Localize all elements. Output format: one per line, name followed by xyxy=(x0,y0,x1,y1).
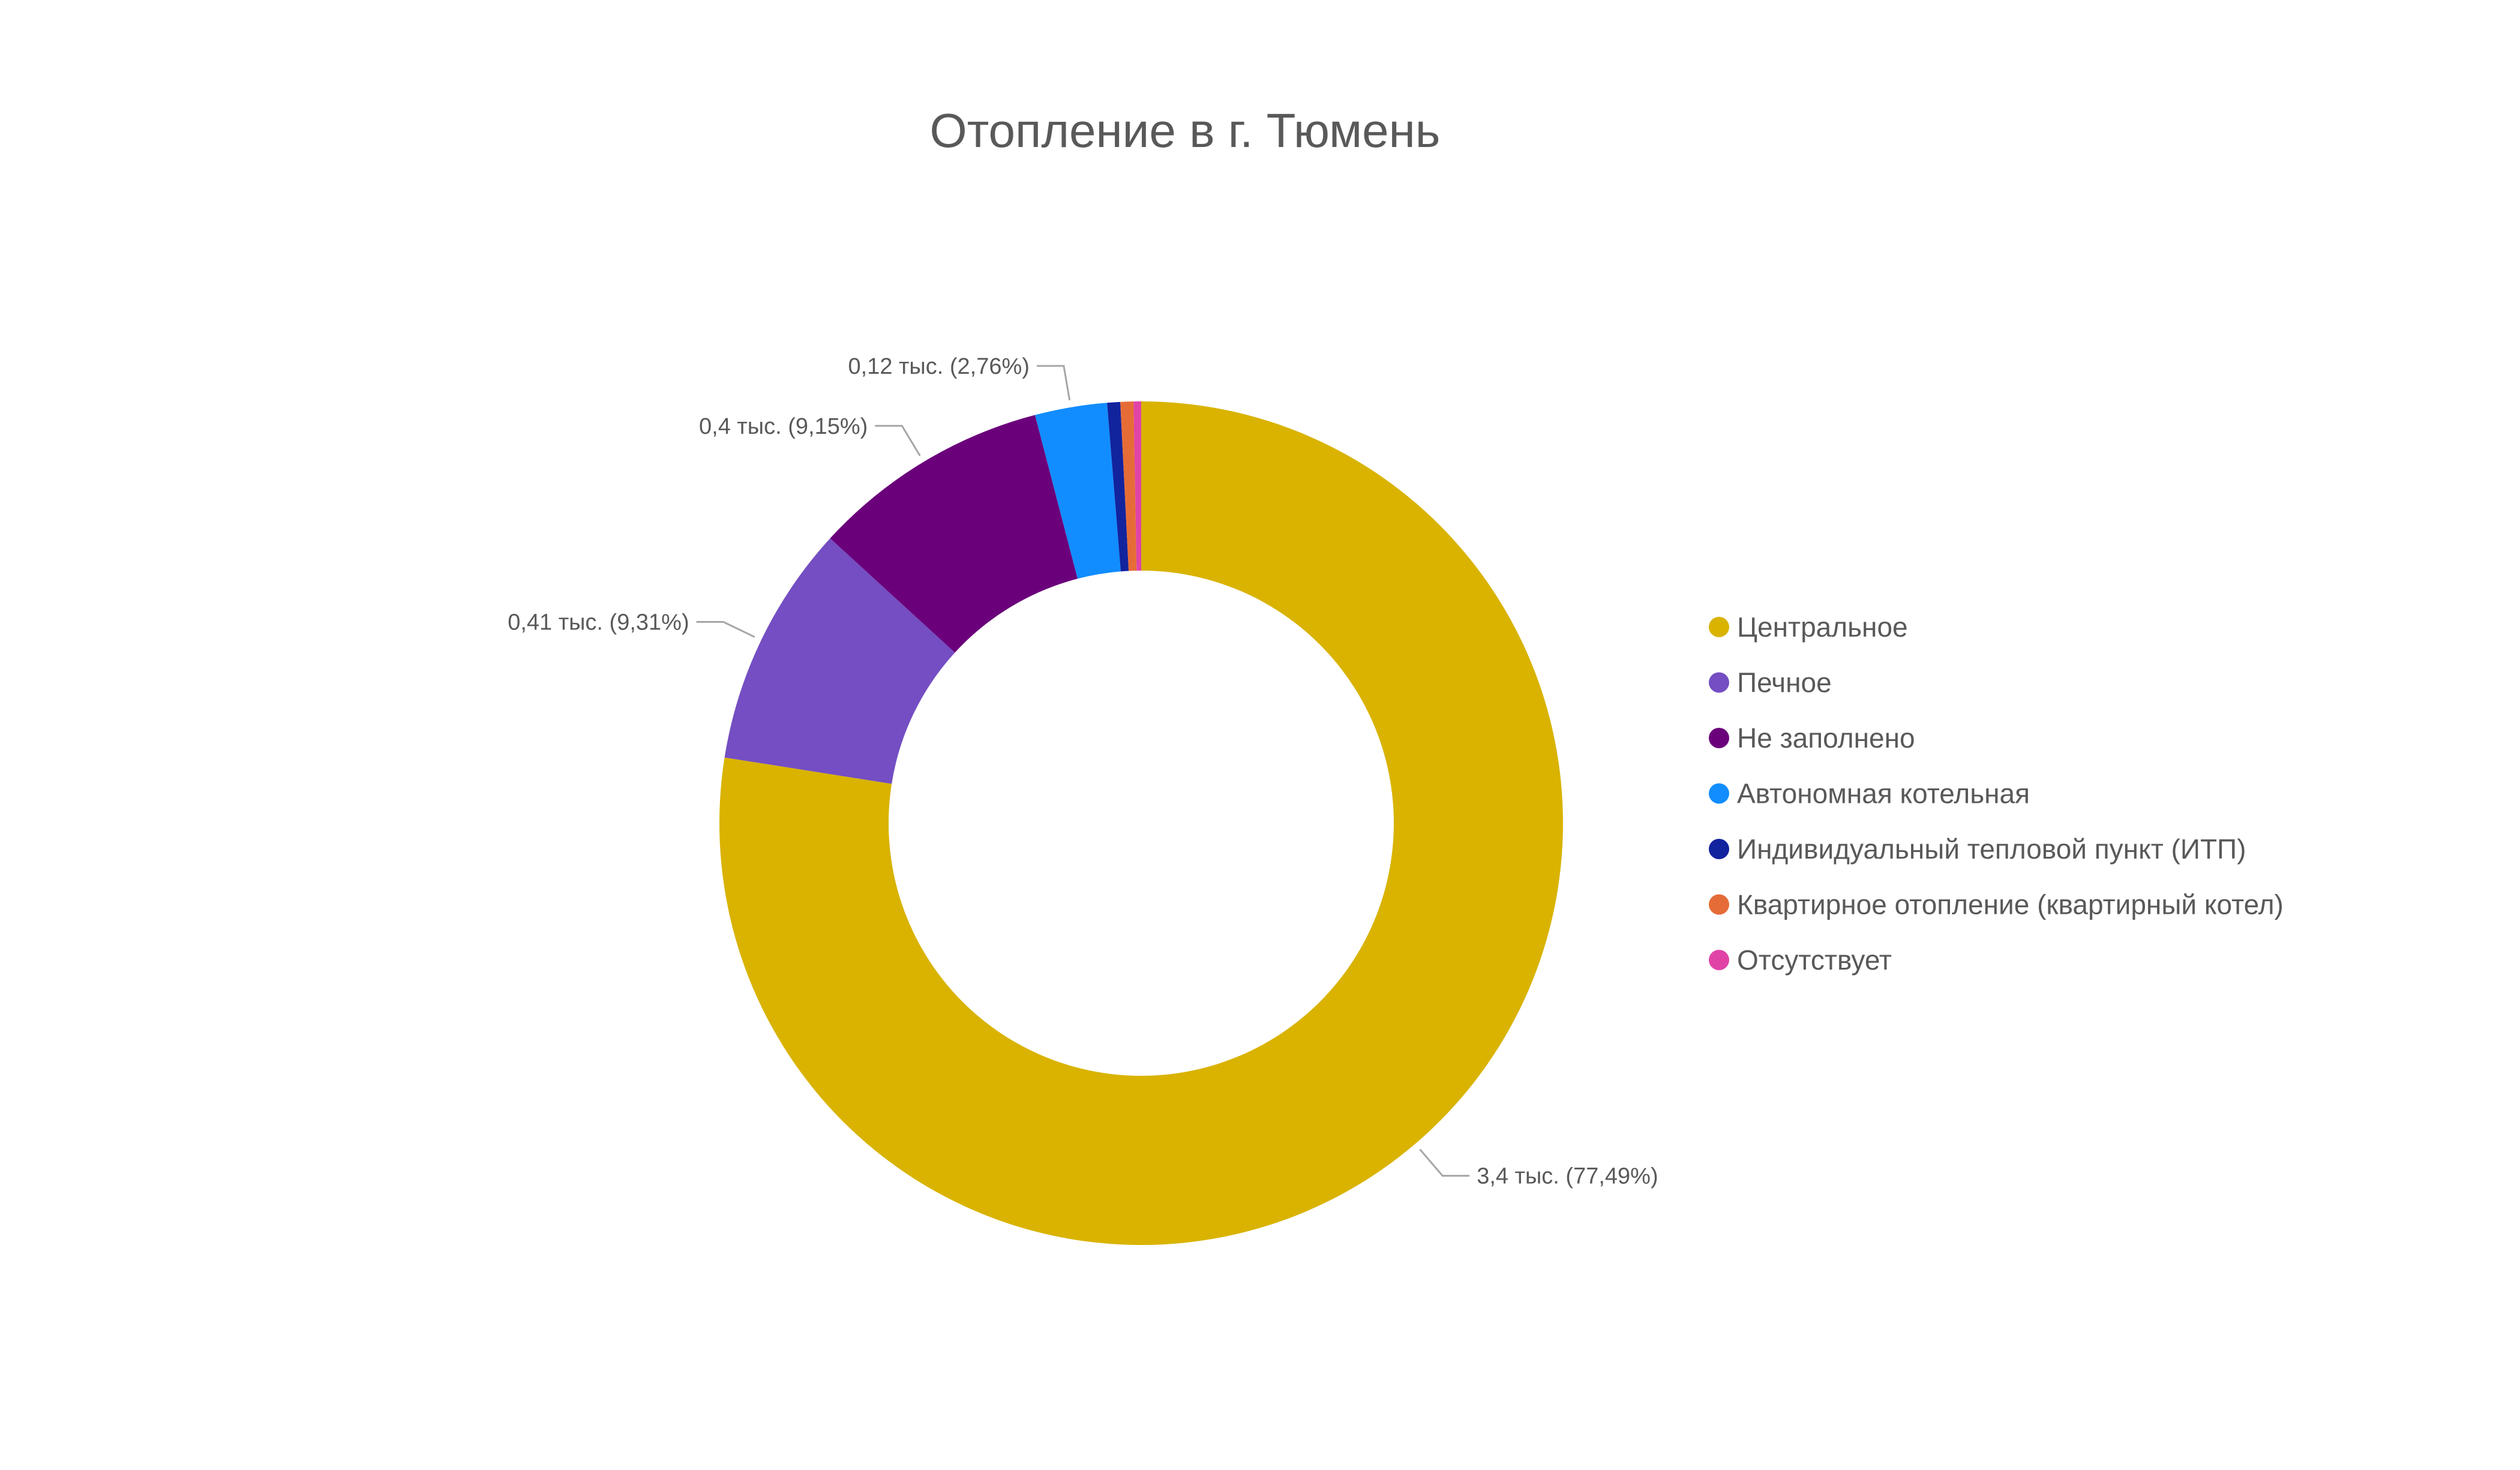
legend-item-6[interactable]: Квартирное отопление (квартирный котел) xyxy=(1709,889,2284,920)
legend-item-1[interactable]: Центральное xyxy=(1709,611,1908,643)
legend-item-4[interactable]: Автономная котельная xyxy=(1709,778,2030,809)
legend-label-7: Отсутствует xyxy=(1737,944,1892,976)
legend-marker-5 xyxy=(1709,839,1729,859)
leader-line-2 xyxy=(696,621,755,638)
legend-marker-7 xyxy=(1709,950,1729,970)
donut-slice-2[interactable] xyxy=(724,538,955,784)
legend-label-5: Индивидуальный тепловой пункт (ИТП) xyxy=(1737,833,2246,865)
data-label-2: 0,41 тыс. (9,31%) xyxy=(508,610,689,635)
legend-label-2: Печное xyxy=(1737,667,1832,698)
chart-title: Отопление в г. Тюмень xyxy=(930,104,1441,157)
leader-line-4 xyxy=(1036,365,1071,401)
data-label-3: 0,4 тыс. (9,15%) xyxy=(699,414,868,439)
legend-label-4: Автономная котельная xyxy=(1737,778,2030,809)
leader-line-1 xyxy=(1419,1148,1470,1177)
donut-slice-4[interactable] xyxy=(1035,403,1121,579)
legend-marker-3 xyxy=(1709,728,1729,748)
data-labels-group: 3,4 тыс. (77,49%) 0,41 тыс. (9,31%) 0,4 ты… xyxy=(508,354,1658,1189)
legend-item-7[interactable]: Отсутствует xyxy=(1709,944,1892,976)
legend-item-3[interactable]: Не заполнено xyxy=(1709,722,1915,754)
donut-slice-5[interactable] xyxy=(1107,401,1129,572)
donut-slice-6[interactable] xyxy=(1120,401,1137,571)
donut-slice-3[interactable] xyxy=(830,415,1078,653)
donut-slice-1[interactable] xyxy=(719,401,1564,1245)
data-label-1: 3,4 тыс. (77,49%) xyxy=(1477,1164,1658,1189)
data-label-4: 0,12 тыс. (2,76%) xyxy=(848,354,1030,379)
legend-item-2[interactable]: Печное xyxy=(1709,667,1832,698)
leader-line-3 xyxy=(875,425,921,457)
legend-item-5[interactable]: Индивидуальный тепловой пункт (ИТП) xyxy=(1709,833,2246,865)
slices-group xyxy=(719,401,1564,1245)
legend-label-1: Центральное xyxy=(1737,611,1908,643)
legend-marker-6 xyxy=(1709,894,1729,915)
legend-marker-1 xyxy=(1709,617,1729,637)
legend-label-6: Квартирное отопление (квартирный котел) xyxy=(1737,889,2284,920)
legend-label-3: Не заполнено xyxy=(1737,722,1915,754)
legend-marker-4 xyxy=(1709,783,1729,804)
legend[interactable]: Центральное Печное Не заполнено Автономная … xyxy=(1709,611,2284,976)
legend-marker-2 xyxy=(1709,672,1729,693)
donut-slice-7[interactable] xyxy=(1133,401,1141,571)
